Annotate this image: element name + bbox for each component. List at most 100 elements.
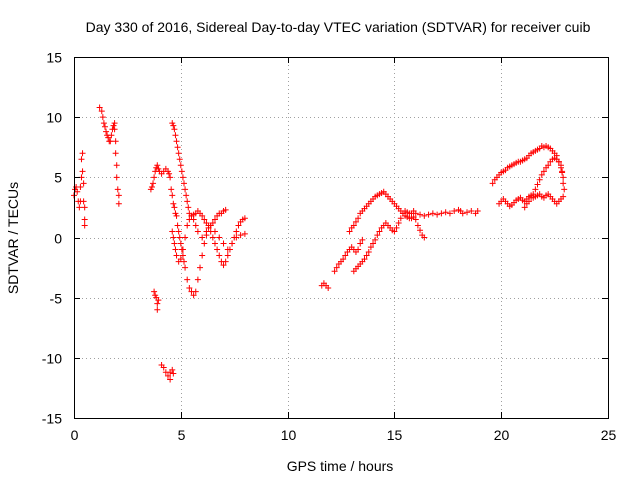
data-point xyxy=(182,234,189,241)
series-s5 xyxy=(158,362,177,383)
data-point xyxy=(521,204,528,211)
data-point xyxy=(538,171,545,178)
data-point xyxy=(560,180,567,187)
data-point xyxy=(112,150,119,157)
data-point xyxy=(77,183,84,190)
data-point xyxy=(417,211,424,218)
y-tick-label: 15 xyxy=(46,50,62,66)
data-point xyxy=(167,376,174,383)
data-point xyxy=(199,234,206,241)
data-point xyxy=(176,234,183,241)
data-point xyxy=(434,211,441,218)
data-point xyxy=(166,170,173,177)
data-point xyxy=(224,246,231,253)
data-point xyxy=(397,215,404,222)
x-tick-label: 20 xyxy=(494,427,510,443)
data-point xyxy=(459,210,466,217)
data-point xyxy=(179,246,186,253)
data-point xyxy=(333,264,340,271)
data-point xyxy=(414,222,421,229)
data-point xyxy=(421,212,428,219)
data-point xyxy=(151,174,158,181)
series-s2 xyxy=(96,104,122,207)
y-tick-label: -5 xyxy=(50,291,63,307)
data-point xyxy=(412,216,419,223)
data-point xyxy=(194,228,201,235)
axis-tick-labels: 0 5 10 15 20 25 -15 -10 -5 0 5 10 15 xyxy=(42,50,617,444)
data-point xyxy=(178,168,185,175)
data-point xyxy=(229,240,236,247)
data-point xyxy=(172,132,179,139)
data-point xyxy=(155,297,162,304)
data-point xyxy=(451,208,458,215)
axis-ticks xyxy=(74,57,609,419)
data-point xyxy=(175,150,182,157)
data-point xyxy=(203,228,210,235)
data-point xyxy=(170,234,177,241)
data-point xyxy=(148,183,155,190)
data-point xyxy=(167,174,174,181)
data-point xyxy=(199,252,206,259)
data-point xyxy=(237,232,244,239)
data-point xyxy=(168,186,175,193)
x-tick-label: 15 xyxy=(387,427,403,443)
series-s4 xyxy=(151,288,162,313)
data-point xyxy=(151,288,158,295)
data-point xyxy=(78,156,85,163)
data-point xyxy=(342,252,349,259)
data-point xyxy=(182,186,189,193)
data-point xyxy=(241,230,248,237)
data-point xyxy=(79,168,86,175)
data-point xyxy=(560,174,567,181)
series-s13 xyxy=(496,180,568,210)
series-s7 xyxy=(169,120,248,269)
data-point xyxy=(442,209,449,216)
data-point xyxy=(559,168,566,175)
data-point xyxy=(376,228,383,235)
data-point xyxy=(112,138,119,145)
data-points xyxy=(71,104,568,383)
x-tick-label: 25 xyxy=(601,427,617,443)
y-tick-label: -15 xyxy=(42,411,62,427)
data-point xyxy=(201,240,208,247)
y-tick-label: 10 xyxy=(46,110,62,126)
data-point xyxy=(216,234,223,241)
data-point xyxy=(350,222,357,229)
data-point xyxy=(183,192,190,199)
x-tick-label: 0 xyxy=(71,427,79,443)
data-point xyxy=(209,234,216,241)
data-point xyxy=(355,215,362,222)
series-s3 xyxy=(147,162,173,193)
data-point xyxy=(81,204,88,211)
data-point xyxy=(235,222,242,229)
data-point xyxy=(446,210,453,217)
data-point xyxy=(525,198,532,205)
data-point xyxy=(190,292,197,299)
data-point xyxy=(100,120,107,127)
data-point xyxy=(207,222,214,229)
data-point xyxy=(357,240,364,247)
data-point xyxy=(532,186,539,193)
data-point xyxy=(179,252,186,259)
data-point xyxy=(222,258,229,265)
data-point xyxy=(190,216,197,223)
data-point xyxy=(169,192,176,199)
series-s14 xyxy=(521,155,566,211)
data-point xyxy=(108,132,115,139)
data-point xyxy=(220,240,227,247)
data-point xyxy=(154,162,161,169)
data-point xyxy=(186,285,193,292)
data-point xyxy=(391,228,398,235)
data-point xyxy=(211,228,218,235)
data-point xyxy=(365,248,372,255)
data-point xyxy=(438,210,445,217)
series-s1 xyxy=(71,150,88,229)
data-point xyxy=(536,176,543,183)
data-point xyxy=(374,232,381,239)
data-point xyxy=(177,240,184,247)
data-point xyxy=(173,138,180,145)
data-point xyxy=(370,240,377,247)
data-point xyxy=(173,252,180,259)
data-point xyxy=(81,216,88,223)
data-point xyxy=(184,198,191,205)
